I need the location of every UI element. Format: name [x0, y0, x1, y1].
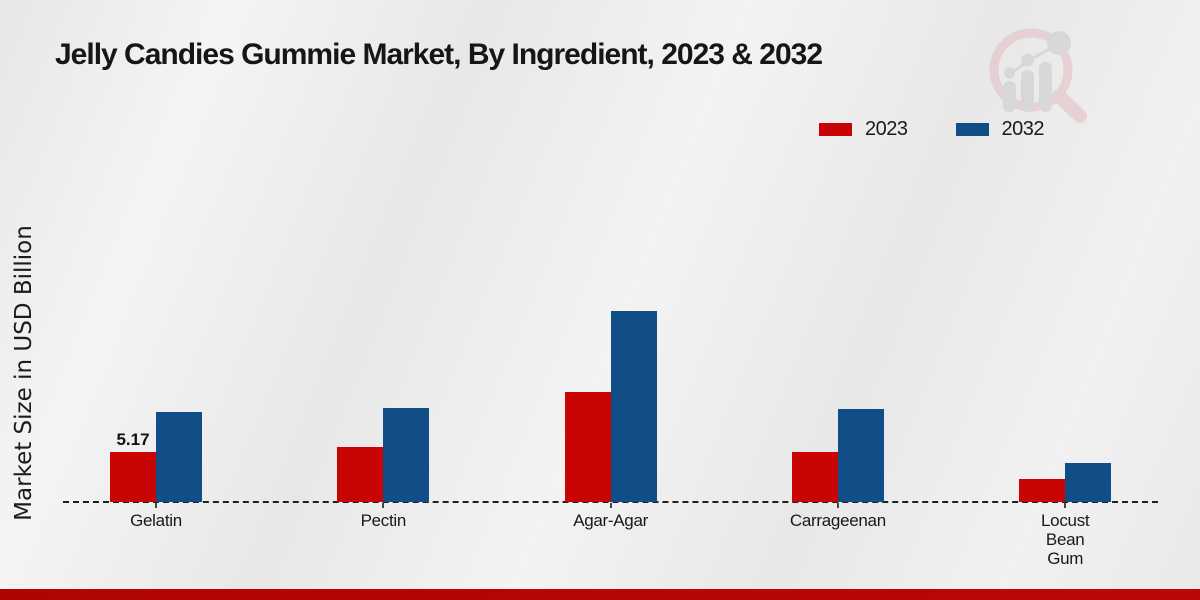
legend-swatch-2032 [955, 123, 989, 136]
bar-2032-locust-bean-gum [1065, 463, 1112, 502]
bar-2032-pectin [383, 408, 430, 502]
x-axis-tick [1064, 503, 1067, 508]
x-label-agar-agar: Agar-Agar [573, 511, 648, 530]
legend: 2023 2032 [819, 118, 1044, 141]
x-label-gelatin: Gelatin [130, 511, 182, 530]
chart-title: Jelly Candies Gummie Market, By Ingredie… [55, 38, 823, 71]
x-axis-tick [155, 503, 157, 508]
footer-accent-bar [0, 589, 1200, 600]
bar-2023-carrageenan [791, 452, 838, 502]
magnifier-bar-chart-logo-icon [989, 28, 1087, 123]
x-label-pectin: Pectin [360, 511, 407, 530]
x-label-locust-bean-gum: Locust Bean Gum [1041, 511, 1090, 568]
x-axis-tick [609, 503, 612, 508]
x-label-carrageenan: Carrageenan [789, 511, 886, 530]
bar-value-label: 5.17 [116, 430, 150, 449]
bar-2023-pectin [337, 447, 384, 502]
x-axis-baseline [63, 501, 1158, 503]
bar-2032-gelatin [156, 412, 202, 502]
legend-label: 2032 [1001, 118, 1045, 140]
legend-item-2032: 2032 [955, 118, 1045, 141]
bar-2023-agar-agar [564, 392, 611, 502]
legend-swatch-2023 [819, 123, 852, 136]
bar-2032-carrageenan [837, 409, 884, 502]
bar-2032-agar-agar [610, 311, 657, 502]
bar-2023-locust-bean-gum [1019, 479, 1066, 502]
x-axis-tick [836, 503, 839, 508]
x-axis-tick [382, 503, 385, 508]
legend-item-2023: 2023 [819, 118, 908, 141]
legend-label: 2023 [865, 118, 908, 140]
bar-2023-gelatin [110, 452, 156, 502]
